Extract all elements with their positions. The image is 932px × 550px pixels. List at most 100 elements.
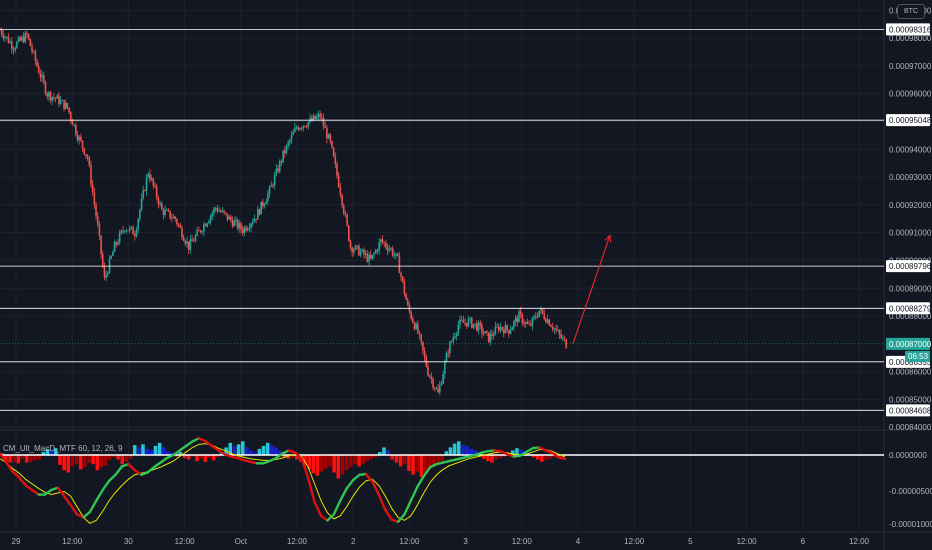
horizontal-level-lines[interactable] [0, 28, 884, 411]
candle-body [248, 227, 251, 229]
candle-body [100, 235, 102, 255]
candle-body [267, 193, 269, 202]
macd-histogram-bar [211, 455, 216, 461]
macd-line-segment [88, 499, 98, 514]
macd-histogram-bar [498, 455, 503, 459]
candle-body [413, 322, 416, 329]
time-tick-label: 12:00 [849, 537, 870, 546]
time-tick-label: 3 [463, 537, 468, 546]
macd-histogram-bar [369, 455, 374, 459]
macd-histogram-bar [78, 455, 83, 470]
candle-body [474, 323, 476, 325]
candle-body [528, 323, 530, 325]
candle-body [192, 241, 195, 242]
time-tick-label: 12:00 [512, 537, 533, 546]
candle-body [277, 168, 279, 172]
candle-body [427, 366, 429, 376]
candle-body [258, 209, 261, 215]
macd-line-segment [364, 472, 374, 483]
candle-body [438, 385, 441, 393]
candle-body [85, 154, 87, 156]
candle-body [250, 223, 252, 228]
macd-histogram-bar [427, 455, 432, 470]
candle-body [403, 281, 406, 295]
candle-body [80, 136, 82, 141]
candle-body [71, 119, 74, 126]
macd-histogram-bar [531, 455, 536, 458]
time-axis[interactable]: 29 12:00 30 12:00 Oct 12:00 2 12:00 3 12:00 4 12:00… [0, 531, 932, 546]
candle-body [107, 273, 109, 275]
time-tick-label: 5 [688, 537, 693, 546]
time-tick-label: 6 [801, 537, 806, 546]
level-price-tag-text: 0.00095048 [889, 116, 932, 125]
candle-body [69, 112, 72, 120]
candle-body [273, 174, 276, 186]
candle-body [373, 253, 375, 255]
candle-body [88, 158, 91, 166]
macd-histogram-bar [365, 455, 370, 462]
macd-line-segment [204, 440, 214, 448]
candle-body [294, 127, 296, 133]
candle-body [378, 242, 380, 251]
candle-body [137, 218, 139, 230]
macd-line-segment [550, 451, 560, 459]
macd-line-segment [178, 444, 188, 452]
candle-body [53, 97, 55, 98]
candle-body [565, 339, 567, 348]
candle-body [428, 375, 431, 377]
candle-body [59, 100, 62, 105]
macd-histogram-bar [124, 455, 129, 462]
candle-body [319, 114, 321, 118]
price-tick-label: 0.00091000 [889, 229, 932, 238]
candle-body [327, 134, 330, 139]
indicator-axis[interactable]: 0.0000000 -0.00000500 -0.00001000 [889, 451, 932, 529]
projection-arrow[interactable] [572, 234, 612, 345]
candle-body [275, 168, 278, 175]
time-tick-label: 29 [12, 537, 21, 546]
macd-histogram-bar [390, 455, 395, 460]
candle-body [181, 227, 183, 238]
macd-histogram-bar [257, 448, 262, 455]
candle-body [459, 319, 461, 325]
macd-histogram-bar [336, 455, 341, 479]
candle-body [489, 333, 492, 343]
candle-body [297, 127, 300, 130]
price-tick-label: 0.00094000 [889, 145, 932, 154]
macd-histogram-bar [99, 455, 104, 468]
candle-body [444, 361, 446, 374]
candle-body [344, 213, 347, 215]
candle-body [430, 376, 433, 379]
candle-body [203, 224, 205, 232]
macd-histogram-bar [261, 445, 266, 455]
candle-body [150, 178, 153, 180]
level-price-tag [886, 404, 930, 417]
candle-body [37, 66, 40, 74]
candle-body [270, 184, 273, 187]
candle-body [10, 41, 13, 49]
macd-histogram-bar [128, 455, 133, 459]
currency-button[interactable]: BTC [897, 4, 925, 19]
candle-body [206, 223, 209, 227]
price-axis[interactable]: 0.000990000.000980000.000970000.00096000… [886, 6, 932, 432]
macd-histogram-bar [452, 443, 457, 455]
countdown-tag [905, 350, 930, 362]
candle-body [556, 329, 559, 331]
candle-body [228, 216, 230, 220]
candle-body [134, 234, 136, 237]
time-tick-label: 12:00 [175, 537, 196, 546]
candle-body [154, 185, 156, 187]
macd-histogram-bar [278, 450, 282, 455]
candle-body [240, 223, 242, 230]
candle-body [535, 316, 537, 318]
candle-body [155, 186, 158, 198]
candle-body [546, 319, 549, 323]
indicator-title[interactable]: CM_Ult_MacD_MTF 60, 12, 26, 9 [3, 444, 123, 453]
price-tick-label: 0.00096000 [889, 90, 932, 99]
candle-body [540, 309, 542, 311]
candle-body [122, 230, 124, 232]
signal-line [0, 443, 566, 524]
candle-body [476, 323, 478, 331]
macd-histogram-bar [74, 455, 79, 465]
candle-body [147, 173, 150, 177]
